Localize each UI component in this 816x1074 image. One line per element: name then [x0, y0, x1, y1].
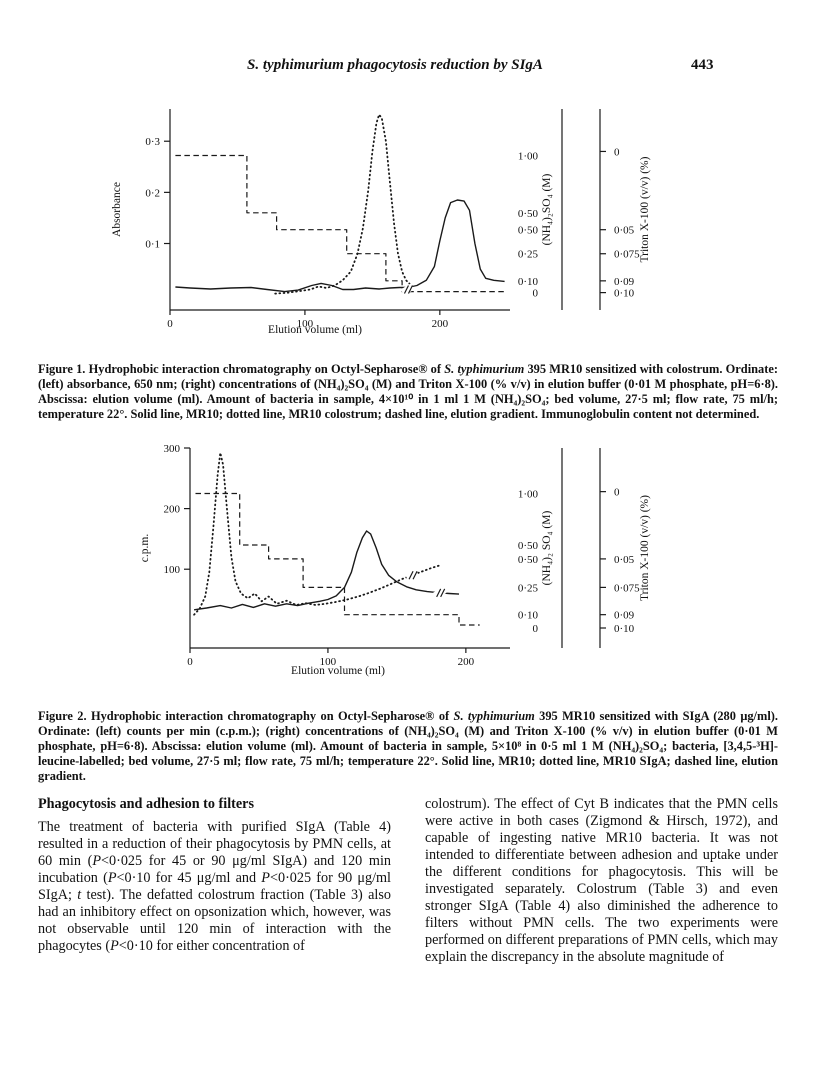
x-tick-label: 100 — [320, 656, 337, 668]
right-axis-tick-label: 0·25 — [518, 582, 539, 594]
text-segment: <0·025 for 90 μg/ml SIgA; — [38, 870, 391, 903]
series-solid — [175, 199, 505, 293]
series-dotted — [193, 451, 442, 616]
text-segment: <0·10 for either concentration of — [118, 938, 305, 954]
text-segment: Hydrophobic interaction chromatography o… — [88, 362, 445, 377]
y-tick-label: 200 — [164, 504, 181, 516]
figure2-chart: 0 100 200 100 200 300 Elution volume (ml) c.p.m… — [139, 443, 651, 677]
text-segment: Figure 2. — [38, 709, 91, 724]
x-tick-label: 0 — [167, 318, 173, 330]
page-number: 443 — [691, 57, 714, 73]
right-axis-tick-label: 0 — [614, 487, 620, 499]
right-axis-tick-label: 0 — [533, 623, 539, 635]
series-dotted — [274, 113, 412, 295]
y-tick-label: 100 — [164, 564, 181, 576]
text-segment: Hydrophobic interaction chromatography o… — [90, 709, 454, 724]
right-axis-tick-label: 0·05 — [614, 554, 635, 566]
x-tick-label: 0 — [187, 656, 193, 668]
right-axis-tick-label: 0·09 — [614, 610, 635, 622]
series-solid — [194, 530, 460, 611]
y-axis-label: c.p.m. — [139, 534, 151, 563]
body-paragraph-left: The treatment of bacteria with purified … — [38, 819, 391, 955]
x-tick-label: 200 — [432, 318, 449, 330]
body-right-column: colostrum). The effect of Cyt B indicate… — [425, 796, 778, 966]
axis-break-mark — [412, 571, 418, 580]
running-title: S. typhimurium phagocytosis reduction by… — [247, 57, 543, 73]
x-axis-label: Elution volume (ml) — [291, 665, 385, 677]
y-tick-label: 0·3 — [145, 136, 160, 148]
text-segment: S. typhimurium — [444, 362, 525, 377]
right-axis-tick-label: 0·50 — [518, 540, 539, 552]
right-axis-tick-label: 0·50 — [518, 225, 539, 237]
axis-break-mark — [436, 588, 442, 598]
text-segment: 395 MR10 sensitized with colostrum. Ordi… — [38, 362, 778, 422]
right-axis-title: Triton X-100 (v/v) (%) — [639, 495, 651, 601]
right-axis-tick-label: 0·50 — [518, 208, 539, 220]
y-tick-label: 0·2 — [145, 187, 160, 199]
figure1-chart: 0 100 200 0·1 0·2 0·3 Elution volume (ml) Absor… — [111, 109, 651, 336]
text-segment: 395 MR10 sensitized with SIgA (280 μg/ml… — [38, 709, 778, 784]
right-axis-title: (NH₄)₂SO₄ (M) — [541, 173, 553, 245]
right-axis-title: Triton X-100 (v/v) (%) — [639, 156, 651, 262]
x-tick-label: 200 — [458, 656, 475, 668]
x-tick-label: 100 — [297, 318, 314, 330]
right-axis-title: (NH₄)₂ SO₄ (M) — [541, 511, 553, 586]
right-axis-tick-label: 0·10 — [518, 276, 539, 288]
series-dashed — [175, 154, 505, 293]
y-axis-label: Absorbance — [111, 182, 123, 237]
text-segment: S. typhimurium — [453, 709, 535, 724]
text-segment: <0·10 for 45 μg/ml and — [116, 870, 262, 886]
right-axis-tick-label: 0·075 — [614, 582, 640, 594]
y-tick-label: 300 — [164, 443, 181, 455]
right-axis-tick-label: 0·09 — [614, 276, 635, 288]
text-segment: P — [92, 853, 101, 869]
right-axis-tick-label: 0·075 — [614, 249, 640, 261]
right-axis-tick-label: 1·00 — [518, 151, 539, 163]
x-axis-label: Elution volume (ml) — [268, 324, 362, 336]
right-axis-tick-label: 0 — [614, 146, 620, 158]
axis-break-mark — [440, 588, 446, 598]
text-segment: P — [110, 938, 119, 954]
right-axis-tick-label: 0·10 — [518, 610, 539, 622]
axis-break-mark — [403, 285, 409, 294]
body-paragraph-right: colostrum). The effect of Cyt B indicate… — [425, 796, 778, 966]
right-axis-tick-label: 0·10 — [614, 288, 635, 300]
text-segment: The treatment of bacteria with purified … — [38, 819, 391, 869]
figure2-caption: Figure 2. Hydrophobic interaction chroma… — [38, 709, 778, 784]
section-heading: Phagocytosis and adhesion to filters — [38, 796, 254, 812]
axis-break-mark — [407, 285, 413, 294]
right-axis-tick-label: 0·25 — [518, 249, 539, 261]
right-axis-tick-label: 0 — [533, 288, 539, 300]
figure1-caption: Figure 1. Hydrophobic interaction chroma… — [38, 362, 778, 422]
text-segment: P — [107, 870, 117, 886]
right-axis-tick-label: 0·10 — [614, 623, 635, 635]
text-segment: t — [77, 887, 82, 903]
text-segment: <0·025 for 45 or 90 μg/ml SIgA) and 120 … — [38, 853, 391, 886]
right-axis-tick-label: 0·50 — [518, 554, 539, 566]
right-axis-tick-label: 1·00 — [518, 488, 539, 500]
right-axis-tick-label: 0·05 — [614, 225, 635, 237]
text-segment: P — [261, 870, 270, 886]
text-segment: test). The defatted colostrum fraction (… — [38, 887, 391, 954]
text-segment: Figure 1. — [38, 362, 89, 377]
body-left-column: Phagocytosis and adhesion to filters The… — [38, 796, 391, 955]
text-segment: colostrum). The effect of Cyt B indicate… — [425, 796, 778, 965]
axis-break-mark — [408, 571, 414, 580]
y-tick-label: 0·1 — [145, 239, 160, 251]
